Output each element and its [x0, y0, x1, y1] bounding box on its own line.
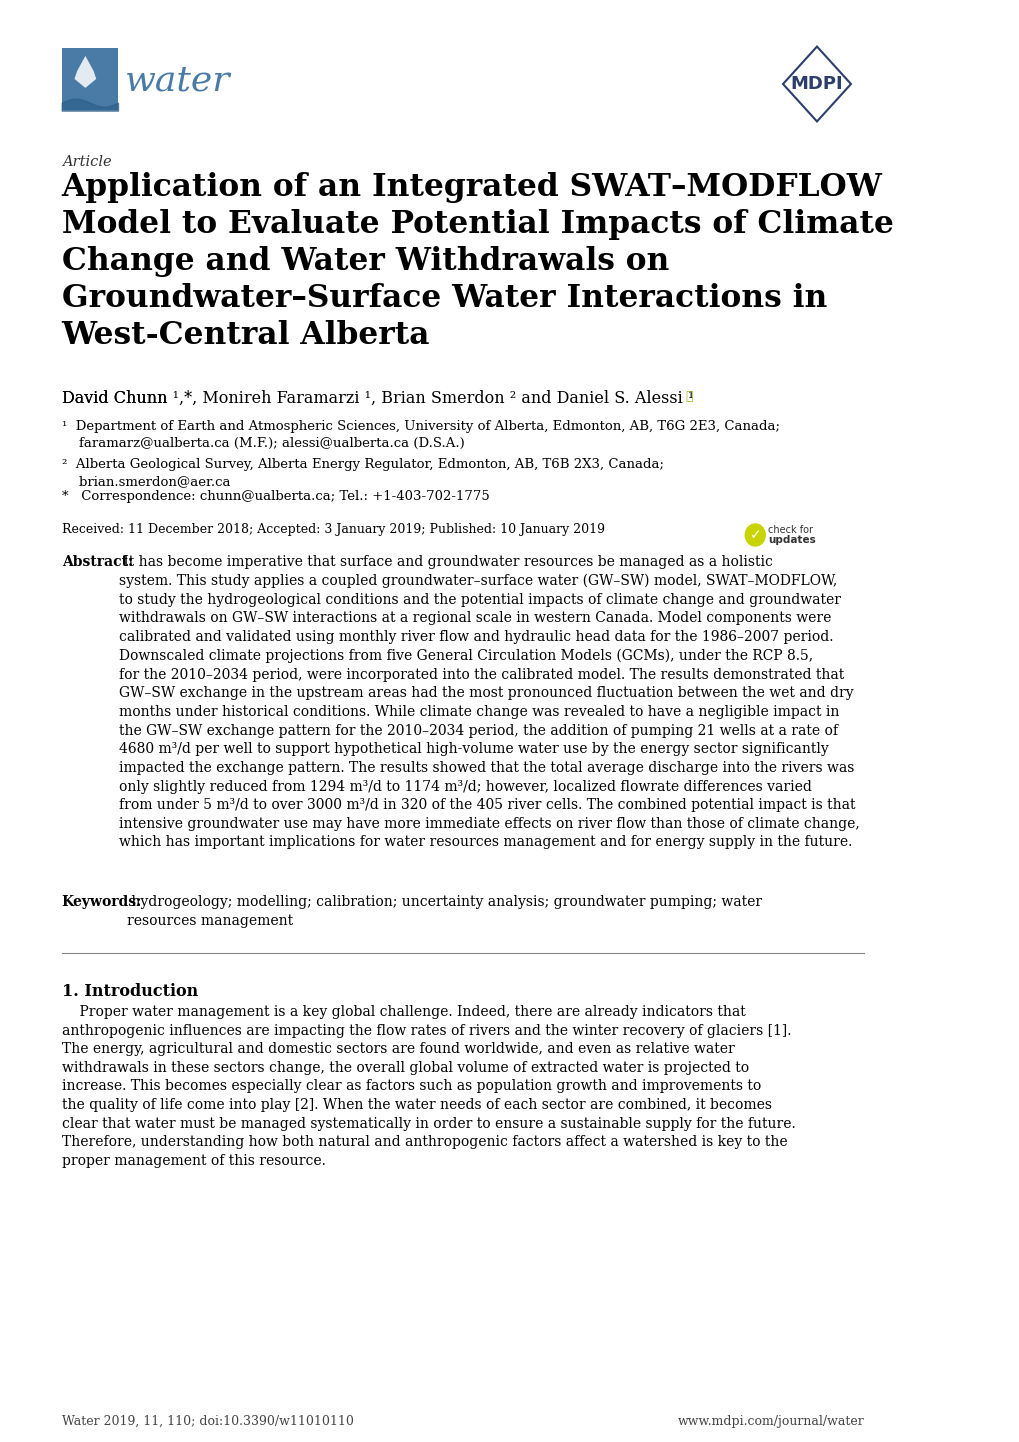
Text: www.mdpi.com/journal/water: www.mdpi.com/journal/water: [677, 1415, 863, 1428]
Text: hydrogeology; modelling; calibration; uncertainty analysis; groundwater pumping;: hydrogeology; modelling; calibration; un…: [127, 895, 761, 927]
Text: ✓: ✓: [749, 528, 760, 542]
Text: It has become imperative that surface and groundwater resources be managed as a : It has become imperative that surface an…: [119, 555, 859, 849]
Text: ²  Alberta Geological Survey, Alberta Energy Regulator, Edmonton, AB, T6B 2X3, C: ² Alberta Geological Survey, Alberta Ene…: [62, 459, 663, 487]
Text: Water 2019, 11, 110; doi:10.3390/w11010110: Water 2019, 11, 110; doi:10.3390/w110101…: [62, 1415, 354, 1428]
Polygon shape: [74, 56, 96, 88]
Text: Abstract:: Abstract:: [62, 555, 132, 570]
Text: Keywords:: Keywords:: [62, 895, 142, 908]
Circle shape: [745, 523, 764, 547]
Text: ⓘ: ⓘ: [685, 389, 692, 402]
Bar: [62, 48, 118, 110]
Text: check for: check for: [767, 525, 812, 535]
Text: Application of an Integrated SWAT–MODFLOW
Model to Evaluate Potential Impacts of: Application of an Integrated SWAT–MODFLO…: [62, 172, 893, 350]
Text: Received: 11 December 2018; Accepted: 3 January 2019; Published: 10 January 2019: Received: 11 December 2018; Accepted: 3 …: [62, 523, 604, 536]
Text: Article: Article: [62, 154, 111, 169]
Text: updates: updates: [767, 535, 815, 545]
Text: David Chunn: David Chunn: [62, 389, 172, 407]
Text: Proper water management is a key global challenge. Indeed, there are already ind: Proper water management is a key global …: [62, 1005, 795, 1168]
Text: MDPI: MDPI: [790, 75, 843, 92]
Text: *   Correspondence: chunn@ualberta.ca; Tel.: +1-403-702-1775: * Correspondence: chunn@ualberta.ca; Tel…: [62, 490, 489, 503]
Text: water: water: [125, 63, 230, 97]
Text: ¹  Department of Earth and Atmospheric Sciences, University of Alberta, Edmonton: ¹ Department of Earth and Atmospheric Sc…: [62, 420, 779, 450]
Text: David Chunn ¹,*, Monireh Faramarzi ¹, Brian Smerdon ² and Daniel S. Alessi ¹: David Chunn ¹,*, Monireh Faramarzi ¹, Br…: [62, 389, 693, 407]
Text: 1. Introduction: 1. Introduction: [62, 983, 198, 999]
